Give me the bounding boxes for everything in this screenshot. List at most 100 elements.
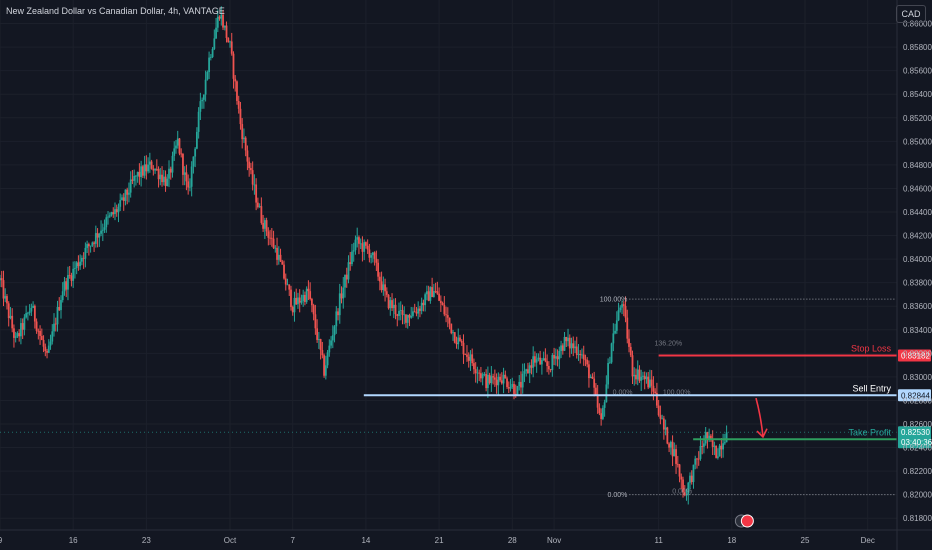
candle bbox=[324, 355, 327, 380]
candle bbox=[35, 318, 38, 334]
candle bbox=[643, 371, 646, 390]
candle bbox=[408, 313, 411, 327]
candle bbox=[490, 366, 493, 392]
candle bbox=[89, 245, 92, 253]
candle bbox=[195, 127, 198, 150]
candle bbox=[703, 435, 705, 454]
candle bbox=[136, 171, 139, 183]
candle bbox=[671, 435, 674, 467]
candle bbox=[93, 241, 95, 253]
candle bbox=[297, 292, 299, 309]
candle bbox=[258, 203, 261, 208]
candle bbox=[304, 291, 306, 306]
candle bbox=[577, 344, 580, 361]
sell-entry-price-text: 0.82844 bbox=[901, 391, 930, 400]
candle bbox=[175, 139, 177, 154]
candle bbox=[77, 255, 80, 271]
candle bbox=[621, 300, 623, 315]
candle bbox=[359, 238, 362, 250]
candle bbox=[161, 166, 163, 187]
stop-loss-price-text: 0.83182 bbox=[901, 351, 930, 360]
candle bbox=[283, 260, 285, 280]
candle bbox=[330, 336, 332, 349]
candle bbox=[199, 92, 202, 121]
candle bbox=[500, 372, 503, 385]
candle bbox=[425, 285, 428, 301]
candle bbox=[455, 336, 458, 349]
price-tick-label: 0.86000 bbox=[903, 20, 932, 29]
candle bbox=[373, 251, 376, 266]
fib-level-label: 0.00% bbox=[672, 489, 692, 496]
candle bbox=[253, 174, 256, 195]
candle bbox=[202, 94, 205, 109]
candle bbox=[520, 371, 522, 396]
candle bbox=[0, 274, 1, 288]
candle bbox=[697, 451, 700, 466]
candle bbox=[150, 159, 153, 170]
candle bbox=[610, 342, 613, 364]
candle bbox=[185, 164, 188, 191]
candle bbox=[222, 9, 224, 31]
candle bbox=[209, 54, 212, 61]
candle bbox=[312, 303, 315, 321]
candle bbox=[145, 155, 148, 180]
candle bbox=[375, 250, 378, 272]
candle bbox=[483, 371, 486, 377]
candle bbox=[291, 305, 294, 316]
fib-level-label: 100.00% bbox=[663, 389, 691, 396]
candle bbox=[288, 284, 291, 296]
candle bbox=[110, 211, 113, 217]
candle bbox=[683, 485, 686, 497]
candle bbox=[248, 157, 251, 177]
candle bbox=[509, 379, 512, 392]
candle bbox=[638, 365, 641, 383]
candle bbox=[445, 306, 447, 323]
candle bbox=[687, 481, 690, 505]
candle bbox=[82, 252, 85, 269]
candle bbox=[385, 287, 388, 298]
candle bbox=[654, 388, 657, 395]
candle bbox=[446, 307, 449, 328]
candle bbox=[286, 278, 289, 286]
candle bbox=[84, 242, 87, 268]
candle bbox=[314, 304, 317, 335]
candle bbox=[588, 360, 590, 388]
candle bbox=[121, 194, 123, 201]
time-tick-label: 11 bbox=[654, 536, 663, 545]
candle bbox=[155, 159, 158, 171]
candle bbox=[563, 332, 566, 352]
candle bbox=[152, 165, 155, 176]
candle bbox=[65, 277, 68, 298]
price-tick-label: 0.84000 bbox=[903, 255, 932, 264]
candle bbox=[230, 32, 233, 56]
candle bbox=[216, 9, 219, 33]
candle bbox=[572, 336, 575, 357]
candle bbox=[317, 331, 320, 349]
candle bbox=[436, 281, 439, 295]
candle bbox=[478, 369, 481, 382]
candle bbox=[328, 339, 331, 357]
candle bbox=[255, 178, 258, 211]
price-tick-label: 0.84600 bbox=[903, 184, 932, 193]
candle bbox=[183, 166, 186, 186]
candle bbox=[86, 240, 89, 253]
candle bbox=[452, 329, 454, 341]
candle bbox=[615, 311, 618, 334]
candle bbox=[321, 341, 324, 359]
time-tick-label: 21 bbox=[435, 536, 444, 545]
candle bbox=[319, 338, 322, 360]
candle bbox=[208, 51, 210, 80]
fib-top-label: 100.00% bbox=[600, 297, 628, 304]
candle bbox=[42, 335, 45, 353]
candle bbox=[547, 361, 550, 375]
candle bbox=[561, 343, 564, 355]
candle bbox=[394, 298, 397, 320]
candle bbox=[140, 160, 143, 187]
candle bbox=[422, 299, 425, 312]
candle bbox=[114, 202, 116, 221]
candle bbox=[504, 370, 507, 379]
currency-button[interactable]: CAD bbox=[896, 5, 926, 23]
candle bbox=[143, 155, 146, 179]
candle bbox=[277, 246, 280, 265]
